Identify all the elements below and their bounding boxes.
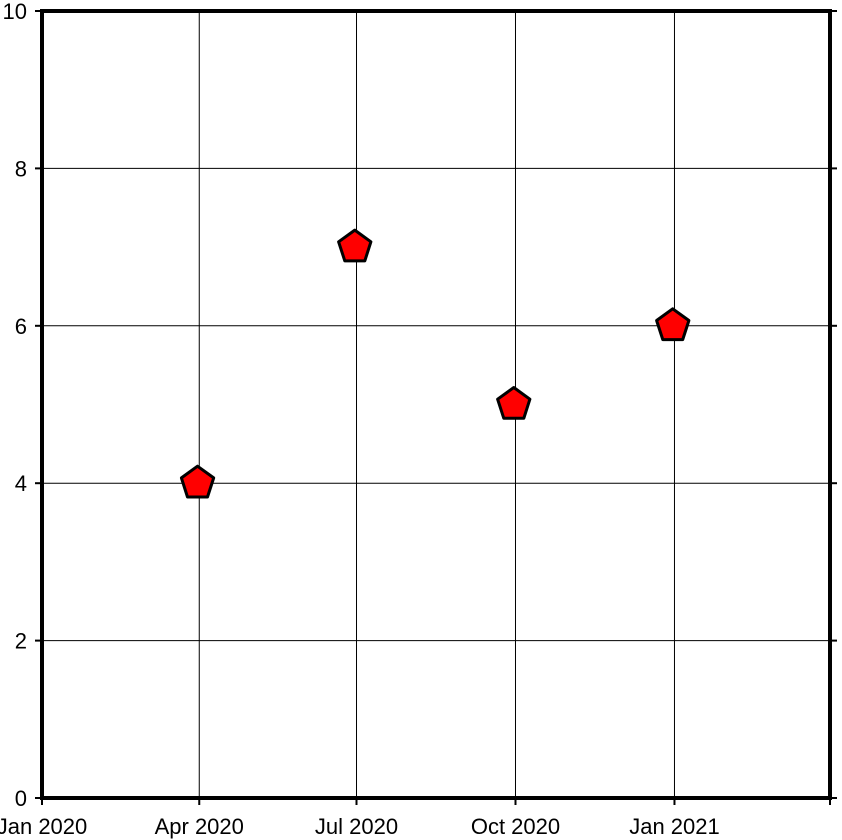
plot-frame (40, 9, 832, 800)
data-point-pentagon (179, 464, 216, 499)
y-tick-label: 8 (15, 156, 27, 181)
y-tick-label: 6 (15, 314, 27, 339)
x-tick-label: Apr 2020 (155, 814, 244, 839)
x-tick-label: Oct 2020 (471, 814, 560, 839)
y-tick-label: 2 (15, 629, 27, 654)
y-tick-label: 0 (15, 786, 27, 811)
x-tick-label: Jan 2021 (629, 814, 720, 839)
data-point-pentagon (496, 386, 532, 420)
y-tick-label: 10 (3, 0, 27, 24)
axis-ticks (35, 10, 837, 805)
grid-lines (42, 11, 830, 798)
x-tick-label: Jan 2020 (0, 814, 87, 839)
x-tick-label: Jul 2020 (315, 814, 398, 839)
y-tick-label: 4 (15, 471, 27, 496)
y-tick-labels: 0 2 4 6 8 10 (3, 0, 27, 811)
x-tick-labels: Jan 2020 Apr 2020 Jul 2020 Oct 2020 Jan 2021 (0, 814, 720, 839)
data-points (179, 228, 691, 499)
data-point-pentagon (337, 228, 373, 263)
data-point-pentagon (655, 307, 691, 342)
